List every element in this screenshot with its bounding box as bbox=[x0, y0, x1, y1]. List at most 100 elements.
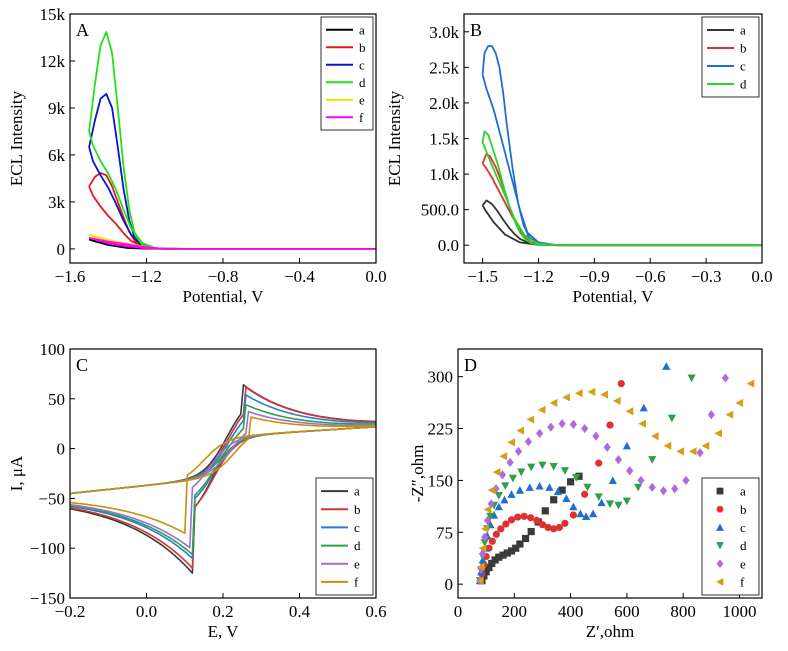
marker-d-7 bbox=[494, 492, 503, 500]
marker-c-15 bbox=[562, 494, 571, 502]
x-tick-label: −0.4 bbox=[284, 267, 315, 286]
panel-letter: C bbox=[76, 355, 88, 375]
marker-f-28 bbox=[746, 379, 755, 388]
x-tick-label: −1.2 bbox=[523, 267, 554, 286]
y-tick-label: 15k bbox=[40, 5, 66, 24]
x-tick-label: 0.0 bbox=[365, 267, 386, 286]
marker-e-10 bbox=[524, 437, 532, 447]
y-tick-label: 12k bbox=[40, 52, 66, 71]
marker-b-21 bbox=[595, 459, 603, 467]
marker-d-9 bbox=[508, 474, 517, 483]
marker-b-12 bbox=[527, 514, 535, 522]
legend-label-a: a bbox=[740, 23, 746, 38]
legend-box bbox=[701, 477, 760, 596]
y-tick-label: 2.0k bbox=[429, 94, 459, 113]
y-tick-label: 1.0k bbox=[429, 165, 459, 184]
x-tick-label: −1.6 bbox=[55, 267, 86, 286]
y-tick-label: 3.0k bbox=[429, 23, 459, 42]
marker-d-24 bbox=[687, 374, 696, 383]
marker-d-23 bbox=[667, 414, 677, 423]
panel-letter: A bbox=[76, 20, 89, 40]
marker-c-9 bbox=[507, 490, 516, 498]
marker-b-10 bbox=[514, 513, 522, 521]
marker-f-11 bbox=[537, 405, 546, 414]
panel-letter: D bbox=[464, 355, 477, 375]
y-tick-label: 75 bbox=[436, 523, 453, 542]
y-axis-label: ECL Intensity bbox=[7, 90, 26, 186]
x-tick-label: −0.9 bbox=[579, 267, 610, 286]
marker-f-6 bbox=[492, 468, 501, 477]
legend-label-a: a bbox=[740, 484, 746, 499]
marker-d-22 bbox=[648, 456, 657, 464]
marker-d-12 bbox=[538, 461, 547, 470]
marker-e-19 bbox=[626, 466, 634, 476]
legend-label-f: f bbox=[740, 574, 745, 589]
x-tick-label: 800 bbox=[670, 602, 696, 621]
y-axis-label: I, μA bbox=[7, 455, 26, 491]
y-tick-label: 3k bbox=[48, 193, 66, 212]
marker-a-7 bbox=[499, 551, 507, 559]
legend-marker-a bbox=[716, 487, 724, 495]
marker-c-18 bbox=[581, 512, 591, 520]
marker-e-13 bbox=[558, 419, 566, 429]
panel-b: −1.5 −1.2 −0.9 −0.6 −0.3 0.0 0.0 500.0 1.0k 1.5k 2… bbox=[385, 13, 773, 306]
marker-e-15 bbox=[581, 423, 589, 434]
plot-area bbox=[70, 384, 376, 574]
legend-label-c: c bbox=[359, 57, 365, 72]
marker-d-17 bbox=[594, 493, 603, 502]
marker-b-9 bbox=[507, 516, 516, 524]
legend-box bbox=[320, 16, 374, 131]
legend-label-b: b bbox=[359, 40, 366, 55]
x-tick-label: −1.5 bbox=[467, 267, 498, 286]
marker-b-8 bbox=[502, 520, 510, 528]
marker-b-15 bbox=[544, 523, 552, 532]
y-tick-label: −100 bbox=[30, 539, 65, 558]
marker-e-2 bbox=[479, 549, 487, 559]
legend-label-d: d bbox=[740, 538, 747, 553]
marker-f-12 bbox=[549, 398, 558, 408]
marker-b-16 bbox=[550, 525, 558, 533]
y-tick-label: 6k bbox=[48, 146, 66, 165]
y-tick-label: 500.0 bbox=[421, 201, 459, 220]
y-tick-label: 1.5k bbox=[429, 130, 459, 149]
legend-label-f: f bbox=[354, 574, 359, 589]
panel-c: −0.2 0.0 0.2 0.4 0.6 −150 −100 −50 0 50 100 E, V I, … bbox=[7, 340, 387, 641]
marker-c-10 bbox=[515, 486, 525, 494]
x-tick-label: −1.2 bbox=[131, 267, 162, 286]
marker-f-9 bbox=[516, 426, 525, 435]
marker-a-16 bbox=[550, 496, 558, 504]
marker-b-17 bbox=[555, 523, 563, 532]
x-tick-label: 200 bbox=[502, 602, 528, 621]
marker-c-12 bbox=[535, 481, 544, 490]
marker-c-24 bbox=[662, 362, 671, 370]
marker-f-4 bbox=[483, 505, 492, 514]
legend-label-e: e bbox=[354, 556, 360, 571]
legend-label-d: d bbox=[740, 77, 747, 92]
marker-d-3 bbox=[480, 539, 489, 547]
plot-area bbox=[475, 362, 755, 586]
plot-area bbox=[88, 31, 376, 250]
marker-e-16 bbox=[592, 431, 600, 441]
marker-b-23 bbox=[617, 379, 625, 388]
marker-c-21 bbox=[608, 476, 617, 485]
marker-f-8 bbox=[507, 438, 516, 447]
x-tick-label: 0.4 bbox=[289, 602, 311, 621]
legend-label-d: d bbox=[354, 538, 361, 553]
y-tick-label: 50 bbox=[48, 390, 65, 409]
marker-b-19 bbox=[569, 511, 578, 519]
legend-label-c: c bbox=[354, 520, 360, 535]
marker-e-27 bbox=[721, 373, 730, 383]
marker-a-10 bbox=[512, 544, 520, 552]
marker-d-16 bbox=[583, 483, 592, 492]
marker-e-5 bbox=[487, 499, 495, 509]
x-tick-label: 600 bbox=[614, 602, 640, 621]
marker-b-13 bbox=[533, 516, 541, 525]
marker-d-5 bbox=[486, 512, 495, 521]
y-tick-label: 0 bbox=[445, 575, 454, 594]
marker-b-14 bbox=[538, 521, 547, 529]
marker-f-24 bbox=[701, 441, 710, 450]
marker-b-11 bbox=[520, 512, 528, 520]
series-line-f bbox=[70, 416, 376, 535]
marker-d-18 bbox=[605, 500, 615, 509]
